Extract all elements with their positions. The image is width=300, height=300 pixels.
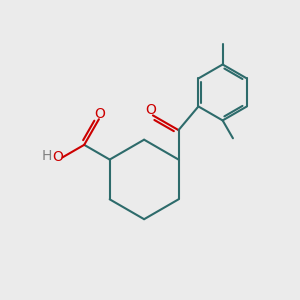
Text: H: H	[42, 149, 52, 164]
Text: O: O	[94, 107, 106, 121]
Text: O: O	[145, 103, 156, 117]
Text: O: O	[52, 150, 63, 164]
